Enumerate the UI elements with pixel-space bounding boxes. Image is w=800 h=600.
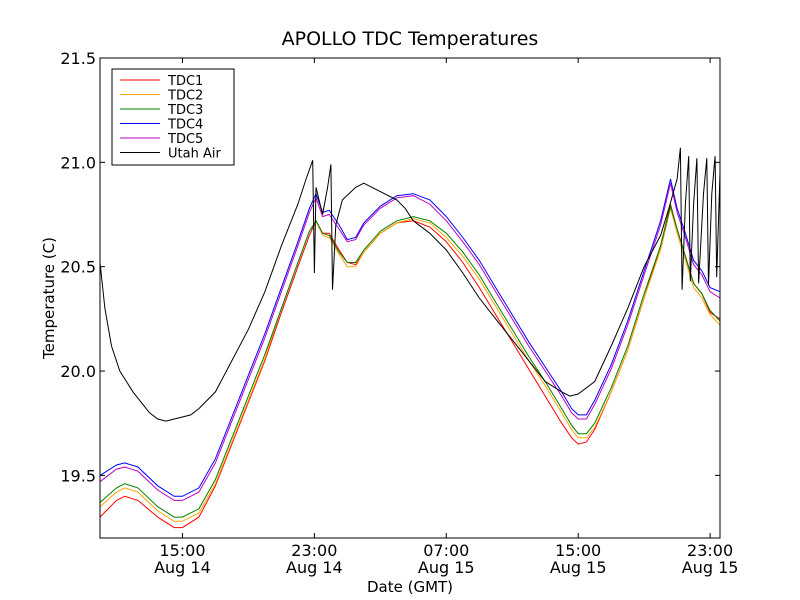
x-tick-label-time: 23:00 [687, 541, 733, 560]
x-tick-label-date: Aug 15 [550, 558, 607, 577]
series-line-tdc2 [99, 208, 721, 522]
legend-label: TDC5 [167, 132, 203, 147]
legend-box [111, 68, 235, 166]
x-tick-label-time: 15:00 [159, 541, 205, 560]
x-tick-label-date: Aug 14 [286, 558, 343, 577]
y-axis-label: Temperature (C) [40, 237, 58, 360]
x-tick-label-time: 07:00 [423, 541, 469, 560]
legend-label: TDC2 [167, 89, 203, 104]
series-line-tdc5 [99, 183, 721, 501]
y-tick-label: 20.5 [60, 258, 96, 277]
legend-label: TDC1 [167, 74, 203, 89]
series-line-tdc3 [99, 204, 721, 518]
y-tick-label: 21.5 [60, 49, 96, 68]
x-tick-label-date: Aug 15 [418, 558, 475, 577]
legend-label: Utah Air [168, 147, 221, 162]
x-tick-label-time: 15:00 [555, 541, 601, 560]
x-tick-label-time: 23:00 [291, 541, 337, 560]
x-tick-label-date: Aug 15 [682, 558, 739, 577]
legend-label: TDC3 [167, 103, 203, 118]
series-line-utah-air [99, 147, 721, 422]
y-tick-label: 21.0 [60, 153, 96, 172]
x-axis-label: Date (GMT) [367, 578, 453, 596]
y-tick-label: 20.0 [60, 362, 96, 381]
series-line-tdc4 [99, 178, 721, 497]
x-tick-label-date: Aug 14 [154, 558, 211, 577]
plot-frame [99, 57, 721, 539]
y-tick-label: 19.5 [60, 466, 96, 485]
chart-title: APOLLO TDC Temperatures [282, 28, 539, 50]
series-layer [99, 147, 721, 529]
legend-label: TDC4 [167, 118, 203, 133]
